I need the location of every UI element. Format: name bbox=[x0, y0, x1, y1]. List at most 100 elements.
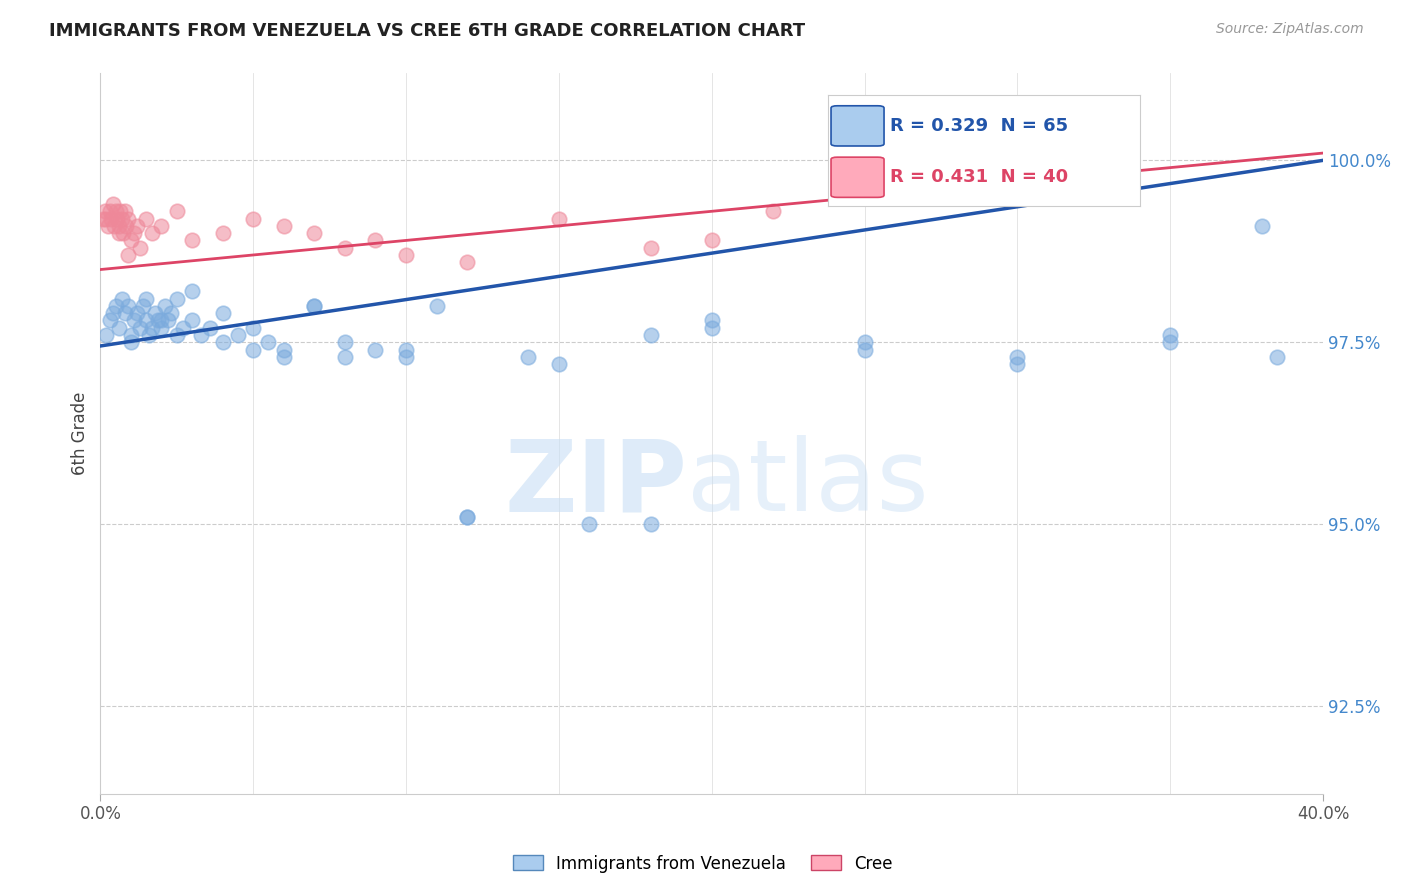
Point bbox=[129, 241, 152, 255]
Point bbox=[115, 219, 138, 233]
Point bbox=[456, 510, 478, 524]
Point bbox=[166, 292, 188, 306]
Point bbox=[117, 248, 139, 262]
Point bbox=[125, 306, 148, 320]
Point bbox=[578, 517, 600, 532]
Point bbox=[456, 255, 478, 269]
Point bbox=[333, 241, 356, 255]
Point bbox=[226, 328, 249, 343]
Point bbox=[211, 306, 233, 320]
Text: atlas: atlas bbox=[688, 435, 929, 533]
Point bbox=[107, 226, 129, 240]
Point bbox=[145, 306, 167, 320]
Point bbox=[111, 211, 134, 226]
Point bbox=[242, 211, 264, 226]
Point bbox=[304, 226, 326, 240]
Point bbox=[853, 343, 876, 357]
Point bbox=[129, 320, 152, 334]
Point bbox=[257, 335, 280, 350]
Point bbox=[172, 320, 194, 334]
Point bbox=[548, 357, 571, 371]
Point bbox=[110, 204, 132, 219]
Point bbox=[304, 299, 326, 313]
Point bbox=[141, 226, 163, 240]
Point bbox=[1159, 335, 1181, 350]
Point bbox=[364, 343, 387, 357]
Point bbox=[426, 299, 449, 313]
Point bbox=[107, 219, 129, 233]
Point bbox=[1251, 219, 1274, 233]
Text: IMMIGRANTS FROM VENEZUELA VS CREE 6TH GRADE CORRELATION CHART: IMMIGRANTS FROM VENEZUELA VS CREE 6TH GR… bbox=[49, 22, 806, 40]
Point bbox=[166, 204, 188, 219]
Point bbox=[150, 313, 173, 327]
Point bbox=[181, 313, 204, 327]
Point bbox=[211, 226, 233, 240]
Y-axis label: 6th Grade: 6th Grade bbox=[72, 392, 89, 475]
Point bbox=[138, 328, 160, 343]
Point bbox=[150, 320, 173, 334]
Point bbox=[101, 306, 124, 320]
Text: ZIP: ZIP bbox=[505, 435, 688, 533]
Point bbox=[273, 219, 295, 233]
Point bbox=[94, 204, 117, 219]
Point bbox=[517, 350, 540, 364]
Point bbox=[333, 350, 356, 364]
Point bbox=[190, 328, 212, 343]
Point bbox=[114, 306, 136, 320]
Point bbox=[135, 292, 157, 306]
Point bbox=[181, 285, 204, 299]
Point bbox=[150, 219, 173, 233]
Point bbox=[120, 234, 142, 248]
Point bbox=[107, 320, 129, 334]
Point bbox=[156, 313, 179, 327]
Point bbox=[304, 299, 326, 313]
Point bbox=[103, 219, 125, 233]
Point bbox=[395, 343, 418, 357]
Point bbox=[117, 299, 139, 313]
Point bbox=[1159, 328, 1181, 343]
Point bbox=[141, 320, 163, 334]
Point bbox=[211, 335, 233, 350]
Point bbox=[548, 211, 571, 226]
Point bbox=[100, 211, 122, 226]
Point bbox=[333, 335, 356, 350]
Point bbox=[104, 299, 127, 313]
Point bbox=[395, 350, 418, 364]
Point bbox=[640, 517, 662, 532]
Point bbox=[700, 313, 723, 327]
Point bbox=[153, 299, 176, 313]
Point bbox=[135, 211, 157, 226]
Point bbox=[640, 328, 662, 343]
Point bbox=[132, 299, 155, 313]
Point bbox=[853, 335, 876, 350]
Point bbox=[117, 211, 139, 226]
Point bbox=[135, 313, 157, 327]
Point bbox=[148, 313, 170, 327]
Point bbox=[395, 248, 418, 262]
Point bbox=[242, 320, 264, 334]
Point bbox=[200, 320, 222, 334]
Point bbox=[122, 313, 145, 327]
Point bbox=[273, 350, 295, 364]
Point bbox=[120, 335, 142, 350]
Point bbox=[700, 234, 723, 248]
Point bbox=[166, 328, 188, 343]
Point bbox=[125, 219, 148, 233]
Point bbox=[273, 343, 295, 357]
Point bbox=[242, 343, 264, 357]
Point bbox=[97, 219, 120, 233]
Point bbox=[98, 313, 121, 327]
Point bbox=[93, 211, 115, 226]
Point bbox=[120, 328, 142, 343]
Point bbox=[640, 241, 662, 255]
Point bbox=[104, 204, 127, 219]
Point bbox=[114, 204, 136, 219]
Point bbox=[112, 226, 135, 240]
Point bbox=[1265, 350, 1288, 364]
Point bbox=[96, 328, 118, 343]
Point bbox=[98, 204, 121, 219]
Point bbox=[1007, 357, 1029, 371]
Legend: Immigrants from Venezuela, Cree: Immigrants from Venezuela, Cree bbox=[506, 848, 900, 880]
Point bbox=[159, 306, 181, 320]
Point bbox=[122, 226, 145, 240]
